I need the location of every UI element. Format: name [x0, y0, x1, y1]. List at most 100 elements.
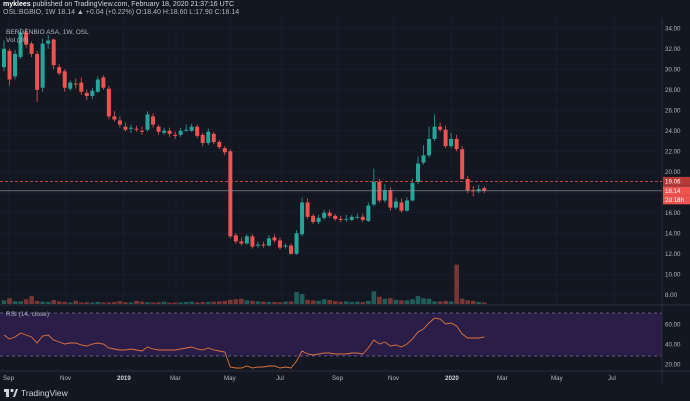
volume-bar — [421, 298, 426, 304]
candle-body — [349, 216, 354, 220]
candle-body — [371, 182, 376, 205]
time-axis-label: Mar — [170, 375, 181, 382]
volume-bar — [316, 300, 321, 304]
time-axis-label: May — [224, 375, 237, 382]
rsi-axis-label: 20.00 — [665, 361, 681, 368]
price-axis-label: 20.00 — [665, 169, 681, 176]
candle-body — [416, 163, 420, 182]
price-axis-label: 8.00 — [665, 292, 678, 299]
candle-body — [438, 126, 443, 130]
price-axis-label: 12.00 — [665, 251, 681, 258]
volume-bar — [327, 300, 332, 304]
volume-bar — [404, 300, 410, 304]
candle-body — [476, 189, 481, 192]
candle-body — [200, 134, 205, 144]
volume-bar — [476, 301, 482, 304]
candle-body — [327, 212, 332, 216]
candle-body — [443, 129, 448, 147]
volume-bar — [117, 301, 123, 304]
volume-bar — [12, 301, 18, 304]
rsi-band — [0, 313, 662, 356]
price-axis-label: 32.00 — [665, 46, 681, 53]
volume-bar — [200, 302, 206, 304]
volume-bar — [393, 299, 399, 304]
volume-bar — [437, 301, 443, 304]
volume-bar — [78, 302, 84, 304]
price-axis-label: 10.00 — [665, 272, 681, 279]
candle-body — [482, 188, 487, 191]
volume-bar — [45, 301, 51, 304]
candle-body — [460, 149, 465, 179]
time-axis-label: Nov — [60, 375, 72, 382]
candle-body — [322, 212, 327, 218]
volume-bar — [139, 301, 145, 304]
volume-bar — [366, 300, 371, 304]
candle-body — [283, 245, 288, 247]
candle-body — [228, 151, 233, 237]
volume-bar — [277, 302, 283, 304]
time-axis-label: Mar — [497, 375, 508, 382]
volume-legend[interactable]: Vol (20) — [6, 37, 29, 44]
volume-bar — [167, 302, 172, 304]
time-axis-label: Sep — [3, 375, 15, 382]
candle-body — [366, 205, 371, 221]
candle-body — [123, 126, 128, 130]
candle-body — [233, 235, 238, 242]
candle-body — [128, 127, 133, 129]
volume-bar — [216, 301, 222, 304]
candle-body — [189, 126, 194, 131]
symbol-legend[interactable]: BERGENBIO ASA, 1W, OSL — [6, 29, 89, 36]
candle-body — [311, 215, 316, 222]
volume-bar — [228, 299, 233, 304]
candle-body — [162, 130, 167, 133]
volume-bar — [84, 302, 90, 304]
rsi-legend[interactable]: RSI (14, close) — [6, 311, 49, 318]
price-axis-label: 34.00 — [665, 26, 681, 33]
candle-body — [305, 202, 310, 217]
tradingview-logo-icon — [4, 388, 18, 397]
volume-bar — [233, 299, 239, 304]
volume-bar — [172, 302, 178, 304]
volume-bar — [310, 300, 316, 304]
candle-body — [250, 236, 255, 247]
volume-bar — [29, 296, 34, 304]
reference-price-badge: 19.06 — [665, 179, 681, 186]
candle-body — [360, 216, 365, 220]
volume-bar — [272, 301, 277, 304]
publisher-name[interactable]: myklees — [3, 1, 31, 8]
volume-bar — [459, 298, 465, 304]
volume-bar — [67, 302, 73, 304]
volume-bar — [205, 301, 211, 304]
time-axis-label: 2020 — [445, 375, 459, 382]
candle-body — [338, 218, 343, 220]
candle-body — [18, 32, 23, 57]
volume-bar — [354, 301, 360, 304]
candle-body — [117, 120, 122, 125]
countdown-badge: 2d 18h — [665, 197, 684, 204]
volume-bar — [338, 301, 344, 304]
ohlc-line: OSL:BGBIO, 1W 18.14 ▲ +0.04 (+0.22%) O:1… — [3, 9, 240, 16]
candle-body — [35, 53, 40, 90]
candle-body — [178, 130, 183, 135]
candle-body — [377, 182, 382, 201]
candle-body — [13, 53, 18, 77]
candle-body — [421, 155, 426, 163]
volume-bar — [7, 298, 12, 304]
candle-body — [333, 215, 338, 219]
candle-body — [73, 83, 78, 85]
volume-bar — [112, 301, 117, 304]
candle-body — [211, 133, 216, 143]
price-axis-label: 24.00 — [665, 128, 681, 135]
time-axis-label: Jul — [608, 375, 616, 382]
candle-body — [316, 217, 321, 222]
candle-body — [244, 236, 249, 244]
volume-bar — [106, 302, 112, 304]
volume-bar — [321, 299, 327, 304]
volume-bar — [18, 301, 23, 304]
volume-bar — [128, 302, 134, 304]
volume-bar — [211, 301, 217, 304]
volume-bar — [360, 301, 366, 304]
volume-bar — [299, 294, 305, 304]
volume-bar — [183, 301, 189, 304]
